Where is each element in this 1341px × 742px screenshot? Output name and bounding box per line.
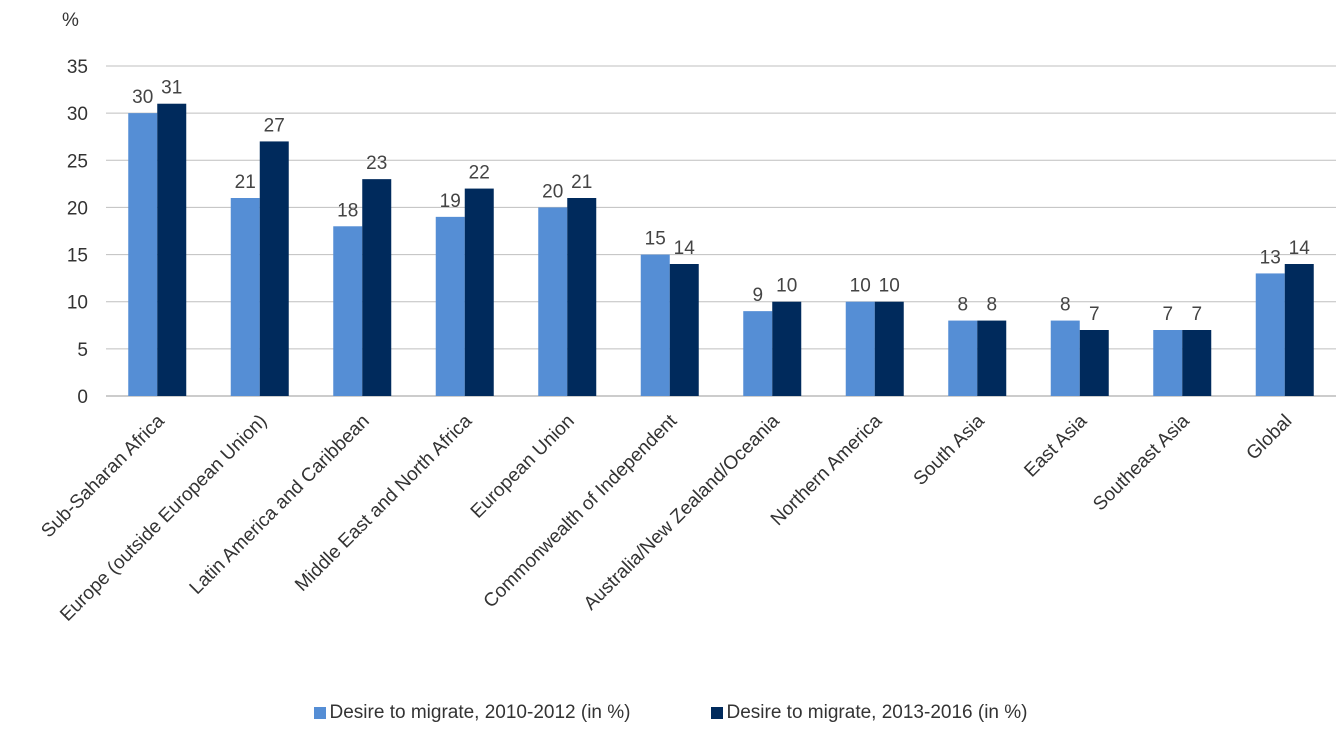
data-label: 10 <box>879 276 900 297</box>
bar <box>1079 330 1109 396</box>
data-label: 22 <box>469 163 490 184</box>
bar <box>874 301 904 396</box>
data-label: 9 <box>752 285 763 306</box>
bar <box>1050 320 1080 396</box>
bar <box>1284 264 1314 396</box>
category-label: Northern America <box>767 410 887 530</box>
bar <box>333 226 363 396</box>
category-label: Latin America and Caribbean <box>186 411 374 599</box>
bar <box>128 113 158 397</box>
data-label: 15 <box>645 229 666 250</box>
category-label: Middle East and North Africa <box>291 410 476 595</box>
category-label: Southeast Asia <box>1089 410 1194 515</box>
category-label: Europe (outside European Union) <box>56 411 271 626</box>
data-label: 21 <box>571 172 592 193</box>
y-unit-label: % <box>62 10 79 31</box>
category-label: Australia/New Zealand/Oceania <box>580 410 784 614</box>
data-label: 19 <box>440 191 461 212</box>
legend-item-2010-2012: Desire to migrate, 2010-2012 (in %) <box>313 702 631 724</box>
category-label: South Asia <box>910 410 989 489</box>
gridlines <box>106 65 1336 397</box>
y-tick-label: 5 <box>77 340 88 361</box>
bar <box>1182 330 1212 396</box>
category-label: European Union <box>467 411 579 523</box>
y-tick-label: 20 <box>67 198 88 219</box>
legend-item-2013-2016: Desire to migrate, 2013-2016 (in %) <box>710 702 1028 724</box>
bar <box>464 188 494 396</box>
bar <box>230 198 260 396</box>
category-label: Commonwealth of Independent <box>480 410 682 612</box>
legend-label: Desire to migrate, 2013-2016 (in %) <box>726 702 1028 723</box>
data-label: 7 <box>1089 304 1100 325</box>
y-tick-label: 25 <box>67 151 88 172</box>
bar <box>1153 330 1183 396</box>
data-label: 23 <box>366 153 387 174</box>
legend: Desire to migrate, 2010-2012 (in %) Desi… <box>0 702 1341 724</box>
y-axis-ticks: 0 5 10 15 20 25 30 35 <box>67 57 88 408</box>
data-label: 14 <box>1289 238 1311 259</box>
bar <box>1255 273 1285 396</box>
data-label: 30 <box>132 87 153 108</box>
data-label: 27 <box>264 115 285 136</box>
bar <box>977 320 1007 396</box>
bar <box>567 198 597 396</box>
data-label: 8 <box>957 295 968 316</box>
category-label: East Asia <box>1020 410 1091 481</box>
data-label: 31 <box>161 78 182 99</box>
data-label: 8 <box>1060 295 1071 316</box>
bar <box>640 254 670 396</box>
category-label: Global <box>1243 411 1297 465</box>
y-tick-label: 15 <box>67 246 88 267</box>
data-label: 10 <box>850 276 871 297</box>
data-label: 13 <box>1260 247 1281 268</box>
data-label: 10 <box>776 276 797 297</box>
bar <box>157 103 187 396</box>
bar <box>743 311 773 396</box>
bar <box>669 264 699 396</box>
bar <box>538 207 568 396</box>
bar <box>772 301 802 396</box>
bar <box>948 320 978 396</box>
bar <box>845 301 875 396</box>
y-tick-label: 0 <box>77 387 88 408</box>
data-label: 21 <box>235 172 256 193</box>
data-label: 14 <box>674 238 696 259</box>
bar <box>259 141 289 396</box>
legend-swatch <box>710 707 723 719</box>
y-tick-label: 30 <box>67 104 88 125</box>
data-label: 7 <box>1162 304 1173 325</box>
legend-label: Desire to migrate, 2010-2012 (in %) <box>329 702 631 723</box>
y-tick-label: 35 <box>67 57 88 78</box>
bars <box>128 103 1314 397</box>
data-label: 20 <box>542 181 563 202</box>
bar <box>435 216 465 396</box>
bar <box>362 179 392 396</box>
data-label: 7 <box>1191 304 1202 325</box>
legend-swatch <box>313 707 326 719</box>
data-label: 8 <box>986 295 997 316</box>
data-label: 18 <box>337 200 358 221</box>
y-tick-label: 10 <box>67 293 88 314</box>
